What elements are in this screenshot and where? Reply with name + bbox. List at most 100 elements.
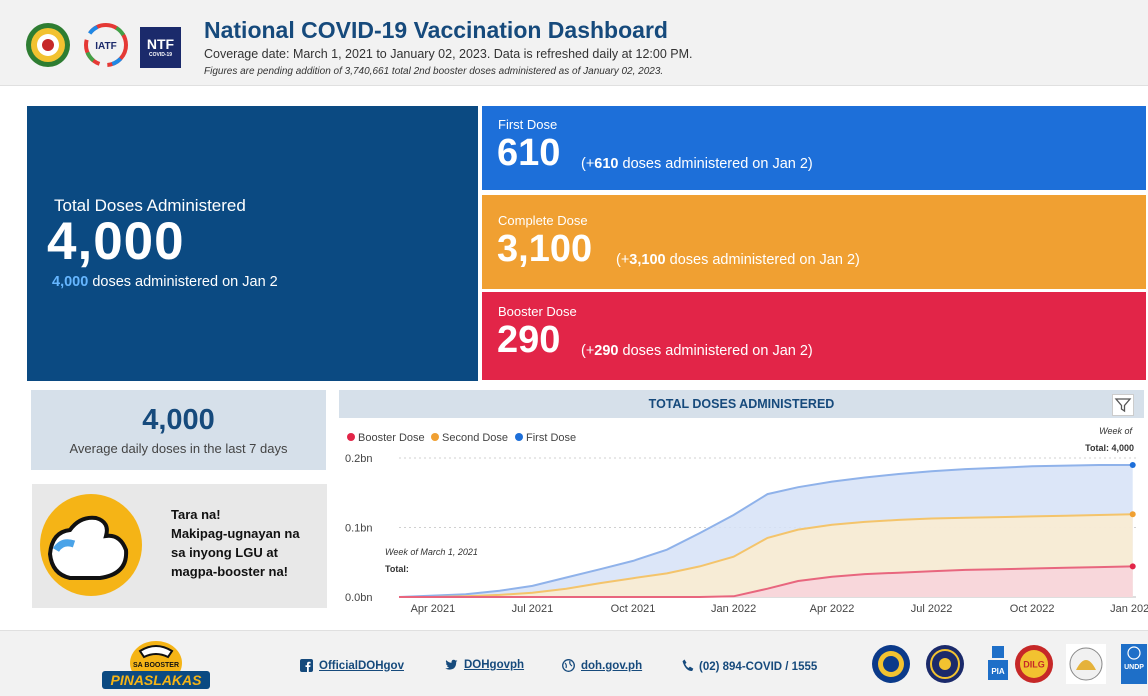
facebook-icon — [300, 659, 313, 672]
average-daily-label: Average daily doses in the last 7 days — [69, 441, 288, 456]
pinaslakas-top-text: SA BOOSTER — [133, 662, 179, 669]
ntf-logo: NTF COVID-19 — [140, 27, 181, 68]
promo-line-4: magpa-booster na! — [171, 564, 289, 579]
facebook-link-text: OfficialDOHgov — [319, 659, 404, 672]
doh-seal-logo — [26, 23, 70, 67]
seal-logo-1 — [872, 645, 910, 683]
legend-label: First Dose — [526, 432, 576, 444]
second-dose-end-point — [1129, 511, 1136, 518]
globe-icon — [562, 659, 575, 672]
complete-dose-value: 3,100 — [497, 228, 593, 270]
booster-dose-sub-text: doses administered on Jan 2) — [622, 343, 813, 359]
iatf-logo-text: IATF — [95, 41, 116, 52]
left-week-annotation: Week of March 1, 2021 — [385, 547, 478, 557]
total-doses-card: Total Doses Administered 4,000 4,000 dos… — [27, 106, 478, 381]
y-tick-label: 0.0bn — [345, 592, 373, 604]
total-doses-label: Total Doses Administered — [54, 196, 246, 215]
x-tick-label: Apr 2022 — [810, 603, 855, 615]
x-tick-label: Jan 2022 — [711, 603, 756, 615]
pinaslakas-logo: SA BOOSTER PINASLAKAS — [102, 641, 210, 689]
right-week-annotation: Week of — [1099, 426, 1133, 436]
y-tick-label: 0.1bn — [345, 523, 373, 535]
header: IATF NTF COVID-19 National COVID-19 Vacc… — [0, 0, 1148, 86]
total-doses-sub-bold: 4,000 — [52, 274, 89, 290]
y-tick-label: 0.2bn — [345, 453, 373, 465]
left-total-annotation: Total: — [385, 564, 409, 574]
first-dose-sub-text: doses administered on Jan 2) — [622, 156, 813, 172]
seal-logo-5 — [1066, 644, 1106, 684]
x-tick-label: Jan 2023 — [1110, 603, 1148, 615]
dilg-logo: DILG — [1015, 645, 1053, 683]
first-dose-line — [398, 464, 1133, 598]
complete-dose-sub: (+3,100 doses administered on Jan 2) — [616, 252, 860, 268]
footer: SA BOOSTER PINASLAKAS OfficialDOHgov DOH… — [0, 630, 1148, 696]
total-doses-value: 4,000 — [47, 212, 185, 271]
second-dose-line — [399, 513, 1133, 598]
ntf-logo-sub: COVID-19 — [148, 52, 173, 58]
x-tick-label: Jul 2021 — [512, 603, 554, 615]
seal-logo-2 — [926, 645, 964, 683]
booster-dose-card: Booster Dose 290 (+290 doses administere… — [482, 292, 1146, 380]
facebook-link[interactable]: OfficialDOHgov — [300, 659, 404, 672]
website-link[interactable]: doh.gov.ph — [562, 659, 642, 672]
right-total-annotation: Total: 4,000 — [1085, 443, 1134, 453]
average-daily-card: 4,000 Average daily doses in the last 7 … — [31, 390, 326, 470]
website-link-text: doh.gov.ph — [581, 659, 643, 672]
promo-text: Tara na! Makipag-ugnayan na sa inyong LG… — [171, 505, 300, 581]
twitter-link-text: DOHgovph — [464, 659, 525, 671]
booster-dose-sub-prefix: (+ — [581, 343, 595, 359]
undp-logo: UNDP — [1121, 644, 1147, 684]
twitter-icon — [445, 659, 458, 670]
average-daily-value: 4,000 — [142, 404, 215, 436]
booster-dose-sub-bold: 290 — [594, 343, 619, 359]
complete-dose-sub-text: doses administered on Jan 2) — [669, 252, 860, 268]
ntf-logo-text: NTF — [146, 36, 175, 52]
pinaslakas-text: PINASLAKAS — [110, 672, 202, 688]
x-tick-label: Oct 2022 — [1010, 603, 1055, 615]
chart-title: TOTAL DOSES ADMINISTERED — [648, 397, 835, 411]
total-doses-sub: 4,000 doses administered on Jan 2 — [52, 274, 278, 290]
first-dose-card: First Dose 610 (+610 doses administered … — [482, 106, 1146, 190]
legend-label: Booster Dose — [358, 432, 425, 444]
complete-dose-sub-prefix: (+ — [616, 252, 630, 268]
complete-dose-card: Complete Dose 3,100 (+3,100 doses admini… — [482, 195, 1146, 289]
complete-dose-label: Complete Dose — [498, 213, 588, 228]
legend-marker — [431, 433, 439, 441]
promo-line-3: sa inyong LGU at — [171, 545, 278, 560]
first-dose-sub-bold: 610 — [594, 156, 619, 172]
legend-marker — [515, 433, 523, 441]
phone-text: (02) 894-COVID / 1555 — [699, 661, 818, 673]
x-tick-label: Jul 2022 — [911, 603, 953, 615]
first-dose-sub: (+610 doses administered on Jan 2) — [581, 156, 813, 172]
pia-logo-text: PIA — [991, 667, 1005, 676]
x-tick-label: Apr 2021 — [411, 603, 456, 615]
flexed-arm-icon — [40, 494, 142, 596]
first-dose-end-point — [1129, 461, 1136, 468]
first-dose-label: First Dose — [498, 117, 558, 132]
iatf-logo: IATF — [84, 23, 128, 67]
legend-marker — [347, 433, 355, 441]
coverage-date: Coverage date: March 1, 2021 to January … — [204, 47, 693, 61]
total-doses-sub-text: doses administered on Jan 2 — [92, 274, 278, 290]
pia-logo: PIA — [988, 646, 1008, 680]
booster-dose-sub: (+290 doses administered on Jan 2) — [581, 343, 813, 359]
booster-dose-value: 290 — [497, 319, 561, 361]
phone-contact: (02) 894-COVID / 1555 — [682, 659, 817, 673]
first-dose-sub-prefix: (+ — [581, 156, 595, 172]
undp-logo-text: UNDP — [1124, 664, 1144, 671]
page-title: National COVID-19 Vaccination Dashboard — [204, 17, 668, 43]
booster-dose-area — [399, 566, 1133, 597]
dilg-logo-text: DILG — [1023, 660, 1045, 670]
first-dose-value: 610 — [497, 132, 561, 174]
complete-dose-sub-bold: 3,100 — [629, 252, 666, 268]
promo-line-1: Tara na! — [171, 507, 221, 522]
booster-dose-label: Booster Dose — [498, 304, 577, 319]
booster-promo: Tara na! Makipag-ugnayan na sa inyong LG… — [32, 484, 327, 608]
booster-dose-end-point — [1129, 563, 1136, 570]
phone-icon — [682, 659, 694, 672]
booster-dose-line — [399, 565, 1133, 598]
x-tick-label: Oct 2021 — [611, 603, 656, 615]
doses-area-chart[interactable]: 0.0bn 0.1bn 0.2bn Apr 2021 Jul 2021 Oct 2021 J… — [339, 418, 1148, 620]
filter-icon[interactable] — [1112, 394, 1134, 416]
twitter-link[interactable]: DOHgovph — [445, 659, 524, 671]
